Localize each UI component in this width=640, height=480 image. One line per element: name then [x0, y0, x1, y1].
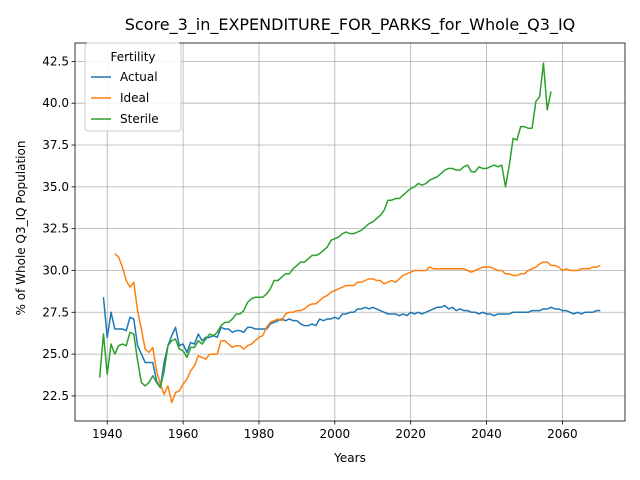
- y-tick-label: 27.5: [42, 305, 69, 319]
- legend-label-ideal: Ideal: [120, 91, 149, 105]
- chart-title: Score_3_in_EXPENDITURE_FOR_PARKS_for_Who…: [125, 15, 576, 35]
- x-tick-label: 1960: [168, 427, 199, 441]
- x-axis-label: Years: [333, 451, 366, 465]
- x-tick-label: 2040: [471, 427, 502, 441]
- y-tick-label: 35.0: [42, 180, 69, 194]
- y-tick-label: 42.5: [42, 54, 69, 68]
- x-tick-label: 1980: [244, 427, 275, 441]
- legend: Fertility Actual Ideal Sterile: [85, 43, 181, 131]
- x-tick-label: 2000: [320, 427, 351, 441]
- legend-label-sterile: Sterile: [120, 112, 159, 126]
- legend-title: Fertility: [110, 50, 155, 64]
- y-tick-label: 32.5: [42, 222, 69, 236]
- x-tick-label: 1940: [92, 427, 123, 441]
- y-tick-label: 40.0: [42, 96, 69, 110]
- x-tick-label: 2020: [395, 427, 426, 441]
- y-tick-label: 25.0: [42, 347, 69, 361]
- x-tick-label: 2060: [547, 427, 578, 441]
- legend-label-actual: Actual: [120, 70, 158, 84]
- y-tick-label: 37.5: [42, 138, 69, 152]
- y-axis-label: % of Whole Q3_IQ Population: [14, 141, 28, 316]
- y-tick-label: 22.5: [42, 389, 69, 403]
- y-tick-label: 30.0: [42, 263, 69, 277]
